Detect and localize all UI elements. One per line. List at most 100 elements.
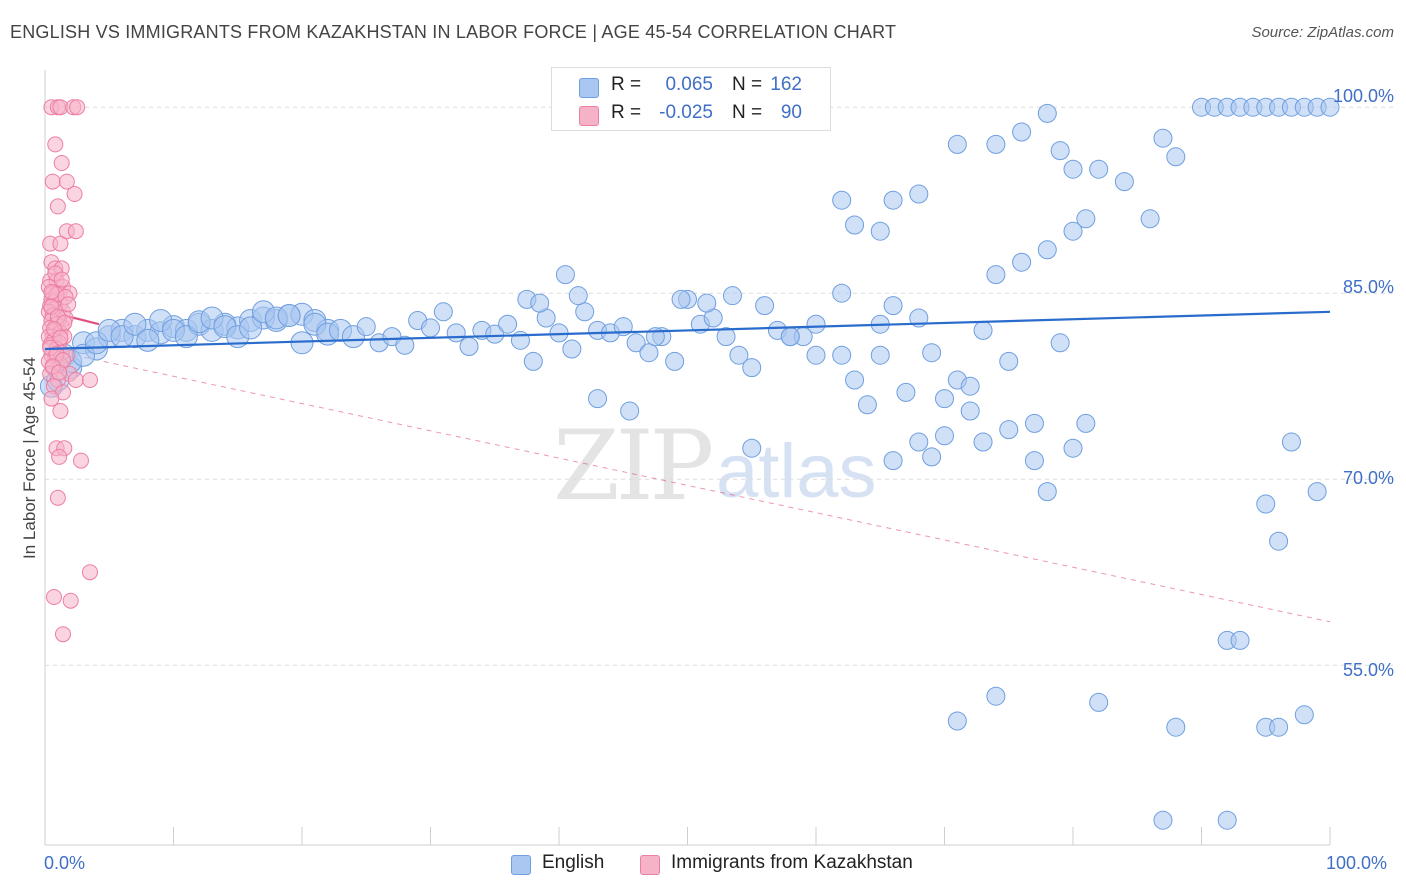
english-point <box>620 401 640 421</box>
english-point <box>1037 482 1057 502</box>
kazakh-trend-extension <box>44 348 1331 623</box>
english-point <box>1076 209 1096 229</box>
english-point <box>832 190 852 210</box>
english-point <box>568 286 588 306</box>
english-point <box>1153 128 1173 148</box>
legend-r-value: -0.025 <box>659 102 713 123</box>
english-point <box>845 370 865 390</box>
english-point <box>1153 810 1173 830</box>
english-point <box>1037 240 1057 260</box>
grid-lines <box>45 106 1395 666</box>
english-point <box>755 296 775 316</box>
english-point <box>742 358 762 378</box>
english-point <box>433 302 453 322</box>
english-point <box>1024 451 1044 471</box>
watermark-atlas: atlas <box>716 429 877 514</box>
english-point <box>1037 103 1057 123</box>
english-point <box>1063 159 1083 179</box>
english-point <box>1089 692 1109 712</box>
english-points <box>39 97 1340 830</box>
english-point <box>1320 97 1340 117</box>
english-point <box>973 320 993 340</box>
english-point <box>459 337 479 357</box>
english-point <box>1012 252 1032 272</box>
english-point <box>909 432 929 452</box>
english-point <box>870 345 890 365</box>
english-point <box>960 401 980 421</box>
english-point <box>588 389 608 409</box>
english-point <box>1114 172 1134 192</box>
english-point <box>1256 494 1276 514</box>
legend-r-label: R = <box>611 74 642 95</box>
kazakh-point <box>67 372 84 388</box>
english-point <box>832 345 852 365</box>
kazakh-point <box>44 173 61 190</box>
kazakh-point <box>45 589 62 605</box>
english-point <box>909 184 929 204</box>
english-point <box>671 289 691 309</box>
english-point <box>1024 413 1044 433</box>
kazakh-point <box>69 99 86 116</box>
english-point <box>1269 531 1289 551</box>
english-point <box>1063 438 1083 458</box>
english-point <box>935 389 954 409</box>
english-point <box>174 325 198 349</box>
english-point <box>1063 221 1083 241</box>
english-point <box>356 317 376 337</box>
kazakh-point <box>51 448 68 465</box>
english-point <box>665 351 685 371</box>
kazakh-point <box>62 592 79 609</box>
kazakh-point <box>43 390 60 407</box>
english-point <box>1294 705 1314 725</box>
english-point <box>277 304 301 328</box>
y-tick-85: 85.0% <box>1342 277 1394 297</box>
english-point <box>973 432 993 452</box>
legend-swatch-kazakh <box>579 106 599 126</box>
kazakh-point <box>81 372 98 388</box>
legend-row-kazakh: R = -0.025 N = 90 <box>552 100 830 128</box>
english-point <box>922 447 942 467</box>
kazakh-point <box>54 626 71 643</box>
english-point <box>806 314 826 334</box>
english-point <box>947 711 967 731</box>
english-point <box>639 343 659 363</box>
axes <box>44 70 1331 846</box>
english-point <box>832 283 852 303</box>
legend-r-label: R = <box>611 102 642 123</box>
english-point <box>697 293 717 313</box>
y-tick-100: 100.0% <box>1332 86 1394 106</box>
kazakh-point <box>52 329 69 346</box>
english-point <box>986 134 1006 154</box>
english-point <box>947 134 967 154</box>
kazakh-points <box>40 99 98 643</box>
x-tick-0: 0.0% <box>44 853 86 873</box>
english-point <box>530 293 550 313</box>
english-point <box>136 328 160 352</box>
english-point <box>1166 717 1186 737</box>
english-point <box>1307 482 1327 502</box>
english-point <box>523 351 543 371</box>
english-point <box>1076 413 1096 433</box>
english-point <box>845 215 865 235</box>
english-point <box>896 382 916 402</box>
bottom-label-english: English <box>542 852 605 873</box>
english-point <box>922 343 942 363</box>
kazakh-point <box>43 283 60 300</box>
english-point <box>1050 141 1070 161</box>
english-point <box>562 339 582 359</box>
english-point <box>1166 147 1186 167</box>
source-label: Source: ZipAtlas.com <box>1251 24 1394 41</box>
english-point <box>999 351 1019 371</box>
english-point <box>986 686 1006 706</box>
english-point <box>555 265 575 285</box>
chart-title: ENGLISH VS IMMIGRANTS FROM KAZAKHSTAN IN… <box>10 22 897 42</box>
english-point <box>870 221 890 241</box>
english-point <box>935 426 954 446</box>
english-point <box>883 296 903 316</box>
kazakh-point <box>53 155 70 171</box>
english-point <box>806 345 826 365</box>
bottom-swatch-kazakh <box>640 855 660 875</box>
english-point <box>498 314 518 334</box>
bottom-swatch-english <box>511 855 531 875</box>
